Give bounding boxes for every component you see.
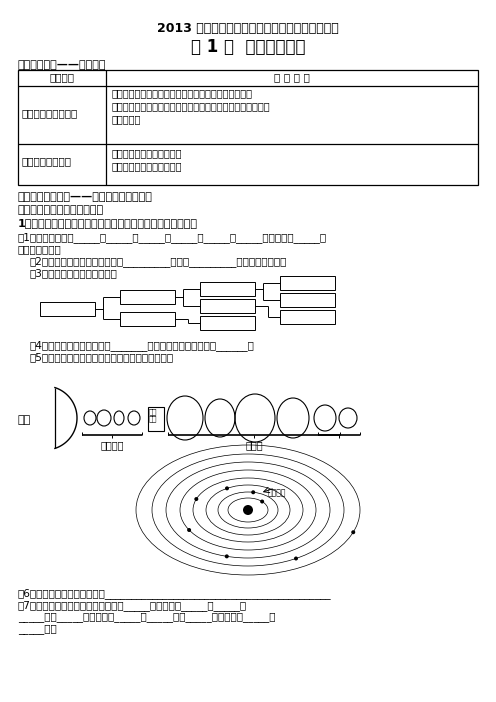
Text: 考点一、地球所处的宇宙环境: 考点一、地球所处的宇宙环境 bbox=[18, 205, 104, 215]
Text: 生命的条件: 生命的条件 bbox=[112, 114, 141, 124]
Bar bbox=[120, 290, 175, 304]
Text: 了解太阳活动对地球的影响: 了解太阳活动对地球的影响 bbox=[112, 161, 183, 171]
Text: 1、了解不同级别的天体系统，说明地球在太阳系中的位置。: 1、了解不同级别的天体系统，说明地球在太阳系中的位置。 bbox=[18, 218, 198, 228]
Bar bbox=[148, 407, 164, 431]
Circle shape bbox=[251, 490, 255, 494]
Circle shape bbox=[225, 486, 229, 491]
Text: 二、考点知识梳理——积累能量，蓄势待发: 二、考点知识梳理——积累能量，蓄势待发 bbox=[18, 192, 153, 202]
Text: 巨行星: 巨行星 bbox=[245, 440, 263, 450]
Text: （6）八大行星的运动特征是：___________________________________________: （6）八大行星的运动特征是：__________________________… bbox=[18, 588, 332, 599]
Circle shape bbox=[225, 555, 229, 558]
Text: 是最基本天体。: 是最基本天体。 bbox=[18, 244, 62, 254]
Text: 知道地球是太阳系中一颗既普通又特殊的行星，理解地球存在: 知道地球是太阳系中一颗既普通又特殊的行星，理解地球存在 bbox=[112, 101, 271, 111]
Text: （4）地球最近的自然天体是_______，距离地球最近的恒星是______。: （4）地球最近的自然天体是_______，距离地球最近的恒星是______。 bbox=[30, 340, 255, 351]
Text: 太阳对地球的影响: 太阳对地球的影响 bbox=[22, 156, 72, 166]
Text: 测试内容: 测试内容 bbox=[50, 72, 74, 82]
Circle shape bbox=[260, 500, 264, 503]
Circle shape bbox=[243, 505, 253, 515]
Text: （5）请用图示意太阳系中八大行星的名称和位置。: （5）请用图示意太阳系中八大行星的名称和位置。 bbox=[30, 352, 174, 362]
Circle shape bbox=[187, 528, 191, 532]
Bar bbox=[200, 299, 255, 313]
Text: 第 1 讲  宇宙中的地球: 第 1 讲 宇宙中的地球 bbox=[191, 38, 305, 56]
Text: 了解不同级别的天体系统，说明地球在太阳系中的位置: 了解不同级别的天体系统，说明地球在太阳系中的位置 bbox=[112, 88, 253, 98]
Bar bbox=[280, 293, 335, 307]
Bar bbox=[40, 302, 95, 316]
Text: 小行
星带: 小行 星带 bbox=[149, 408, 158, 422]
Text: （3）请归纳天体系统的层次。: （3）请归纳天体系统的层次。 bbox=[30, 268, 118, 278]
Text: 测 试 要 求: 测 试 要 求 bbox=[274, 72, 310, 82]
Text: （7）八大行星按照结构特征可以分为_____行星（包括_____、_____、: （7）八大行星按照结构特征可以分为_____行星（包括_____、_____、 bbox=[18, 600, 247, 611]
Text: 了解太阳辐射对地球的影响: 了解太阳辐射对地球的影响 bbox=[112, 148, 183, 158]
Bar bbox=[120, 312, 175, 326]
Text: _____）、_____行星（包括_____、_____）、_____行星（包括_____、: _____）、_____行星（包括_____、_____）、_____行星（包括… bbox=[18, 612, 275, 622]
Text: 2013 年江苏省高中地理学业水平测试复习导学案: 2013 年江苏省高中地理学业水平测试复习导学案 bbox=[157, 22, 339, 35]
Text: 地球所处的宇宙环境: 地球所处的宇宙环境 bbox=[22, 108, 78, 118]
Bar bbox=[200, 316, 255, 330]
Circle shape bbox=[194, 497, 198, 501]
Text: 太阳: 太阳 bbox=[18, 415, 31, 425]
Bar bbox=[280, 276, 335, 290]
Bar bbox=[18, 70, 478, 185]
Bar bbox=[200, 282, 255, 296]
Text: （1）天体的类型有_____、_____、_____、_____、_____、_____等，其中，_____和: （1）天体的类型有_____、_____、_____、_____、_____、_… bbox=[18, 232, 327, 243]
Text: （2）宇宙中的各种天体之间相互_________、相互_________，形成天体系统。: （2）宇宙中的各种天体之间相互_________、相互_________，形成天… bbox=[30, 256, 287, 267]
Text: _____）。: _____）。 bbox=[18, 624, 57, 634]
Circle shape bbox=[294, 557, 298, 560]
Text: 远日行星: 远日行星 bbox=[268, 488, 287, 497]
Circle shape bbox=[351, 530, 355, 534]
Text: 类地行星: 类地行星 bbox=[100, 440, 124, 450]
Text: 一、考试说明——有的放矢: 一、考试说明——有的放矢 bbox=[18, 60, 107, 70]
Bar bbox=[280, 310, 335, 324]
